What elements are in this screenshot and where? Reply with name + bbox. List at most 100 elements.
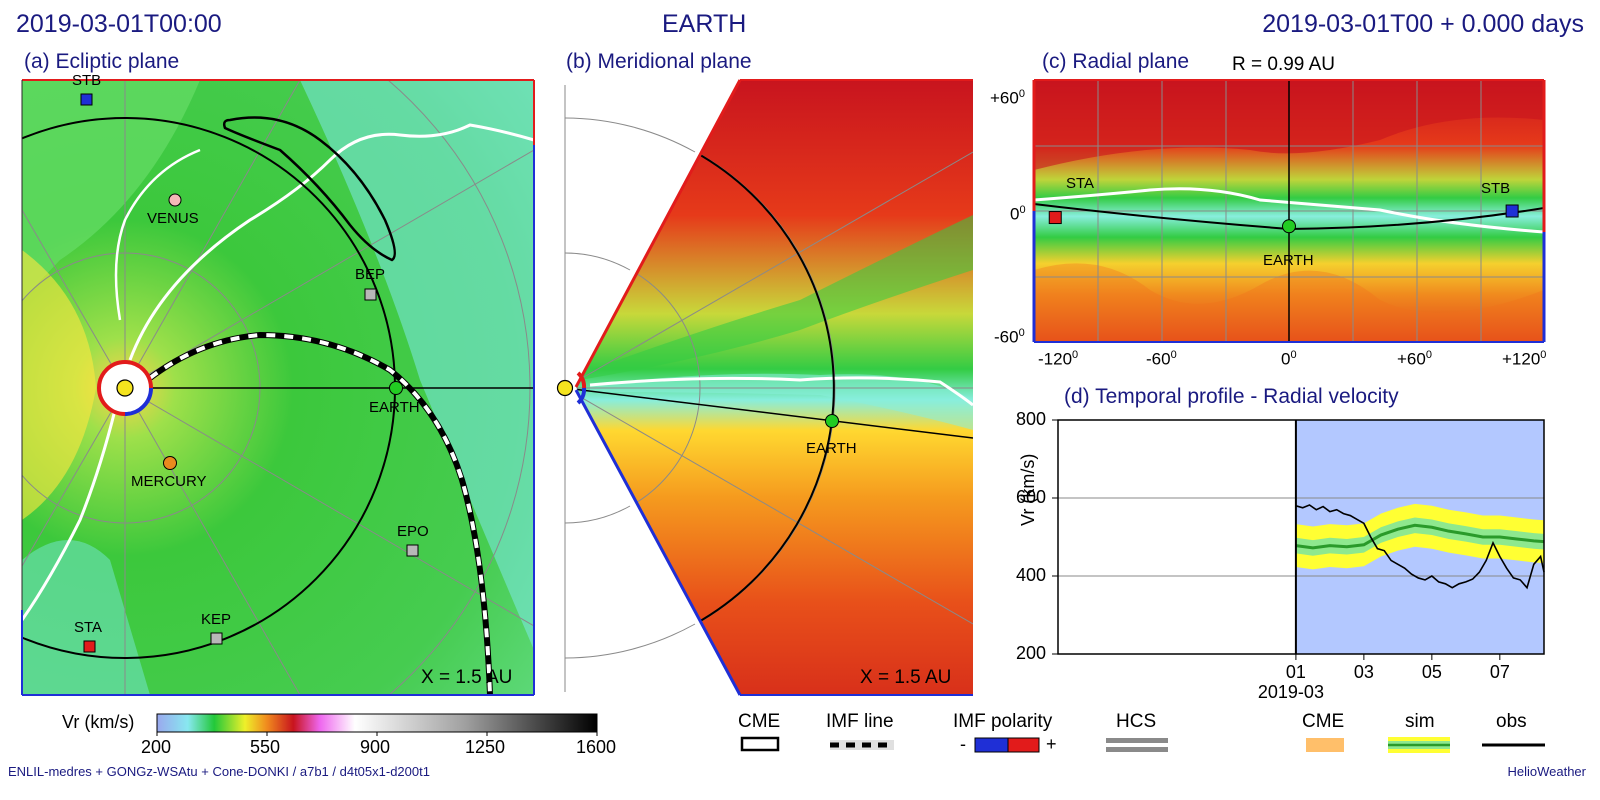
panel-a-kep-marker [210, 632, 223, 645]
panel-a-venus-marker [168, 193, 182, 207]
legend-polarity-minus: - [960, 734, 966, 754]
panel-c-earth-marker [1282, 219, 1296, 234]
chart-xlabel-month: 2019-03 [1257, 682, 1324, 702]
panel-a-epo-label: EPO [397, 523, 429, 540]
panel-a-mercury-label: MERCURY [131, 473, 207, 490]
chart-ytick-label-800: 800 [1016, 409, 1047, 429]
legend-hcs-swatch [1106, 738, 1168, 752]
panel-c-bodies [1048, 204, 1519, 234]
panel-a-mercury-marker [163, 456, 177, 470]
colorbar-tick-200: 200 [141, 737, 172, 757]
colorbar-tick-550: 550 [250, 737, 281, 757]
panel-c-ytick-mid: 00 [1010, 204, 1026, 224]
panel-a-title: (a) Ecliptic plane [24, 50, 180, 73]
chart-xtick-label-03: 03 [1353, 662, 1374, 682]
legend-imf-polarity-label: IMF polarity [953, 711, 1053, 732]
panel-a-earth-marker [389, 381, 403, 395]
panel-a-ecliptic-plot [21, 79, 535, 696]
panel-c-radial-plot [1032, 79, 1546, 343]
legend-cme-band-label: CME [1302, 711, 1345, 732]
legend-imf-line-label: IMF line [826, 711, 894, 732]
colorbar-gradient [156, 713, 598, 733]
panel-a-bep-marker [364, 288, 377, 301]
colorbar-tick-1600: 1600 [576, 737, 617, 757]
panel-a-scale-label: X = 1.5 AU [421, 667, 513, 688]
panel-b-border-lower [574, 389, 742, 696]
chart-series-sim [1295, 523, 1545, 550]
panel-c-sta-label: STA [1066, 175, 1095, 192]
legend-cme-label: CME [738, 711, 781, 732]
colorbar-label: Vr (km/s) [62, 712, 135, 732]
panel-a-imf-line-base [148, 331, 493, 695]
chart-ytick-label-200: 200 [1016, 643, 1047, 663]
panel-b-scale-label: X = 1.5 AU [860, 667, 952, 688]
chart-xtick-label-05: 05 [1421, 662, 1442, 682]
panel-c-xtick-3: 00 [1281, 349, 1297, 369]
panel-a-venus-label: VENUS [147, 210, 199, 227]
legend-cme-band-swatch [1306, 738, 1344, 752]
panel-c-stb-label: STB [1481, 180, 1511, 197]
panel-c-xtick-4: +600 [1397, 349, 1432, 369]
panel-b-earth-orbit [694, 151, 835, 625]
legend-polarity-plus: + [1046, 734, 1057, 754]
legend-obs-label: obs [1496, 711, 1527, 732]
panel-b-border-upper [574, 79, 742, 388]
legend-sim-label: sim [1405, 711, 1435, 732]
chart-xtick-label-01: 01 [1285, 662, 1306, 682]
panel-c-stb-marker [1505, 204, 1519, 218]
panel-c-ytick-bottom: -600 [994, 327, 1025, 347]
colorbar-tick-1250: 1250 [465, 737, 506, 757]
panel-b-earth-label: EARTH [806, 440, 857, 457]
panel-a-sta-label: STA [74, 619, 103, 636]
panel-c-hcs-line [1034, 187, 1544, 234]
panel-c-ytick-top: +600 [990, 88, 1025, 108]
panel-a-yellow-region [22, 250, 96, 520]
panel-b-title: (b) Meridional plane [566, 50, 752, 73]
panel-b-grid [576, 117, 973, 659]
panel-b-hcs-line [589, 376, 973, 407]
panel-a-earth-label: EARTH [369, 399, 420, 416]
panel-a-cyan-region [300, 80, 534, 650]
panel-a-stb-label: STB [72, 72, 102, 89]
footer-brand: HelioWeather [1507, 764, 1586, 779]
chart-title: (d) Temporal profile - Radial velocity [1064, 385, 1399, 408]
panel-a-stb-marker [80, 93, 93, 106]
panel-c-xtick-2: -600 [1146, 349, 1177, 369]
legend-imf-polarity-swatch [974, 737, 1040, 753]
panel-a-cme-contour [222, 116, 397, 262]
chart-series-obs [1295, 504, 1545, 590]
panel-a-bep-label: BEP [355, 266, 386, 283]
chart-ytick-label-600: 600 [1016, 487, 1047, 507]
header-right-time: 2019-03-01T00 + 0.000 days [1262, 10, 1584, 38]
panel-c-radius-label: R = 0.99 AU [1232, 54, 1335, 75]
header-left-time: 2019-03-01T00:00 [16, 10, 222, 38]
panel-c-xtick-5: +1200 [1502, 349, 1547, 369]
legend-hcs-label: HCS [1116, 711, 1157, 732]
panel-a-hcs-line-2 [22, 409, 117, 621]
panel-c-sta-marker [1048, 211, 1062, 225]
header-center-title: EARTH [662, 10, 747, 38]
panel-a-epo-marker [406, 544, 419, 557]
chart-d-plot [1052, 419, 1545, 660]
panel-c-title: (c) Radial plane [1042, 50, 1190, 73]
panel-a-kep-label: KEP [201, 611, 232, 628]
panel-b-sun-icon [556, 379, 574, 397]
panel-a-hcs-line-3 [114, 148, 201, 321]
panel-a-sun-icon [116, 379, 134, 397]
panel-a-fast-region [22, 80, 200, 300]
panel-c-earth-label: EARTH [1263, 252, 1314, 269]
footer-model-info: ENLIL-medres + GONGz-WSAtu + Cone-DONKI … [8, 764, 430, 779]
chart-xtick-label-07: 07 [1489, 662, 1510, 682]
colorbar [156, 713, 598, 736]
chart-ytick-label-400: 400 [1016, 565, 1047, 585]
panel-b-meridional-plot [556, 79, 973, 696]
panel-b-sun-earth-line [576, 387, 973, 439]
panel-a-cyan-region-2 [22, 540, 150, 695]
chart-frame [1057, 419, 1545, 655]
legend-imf-line-swatch [830, 740, 894, 750]
panel-b-earth-marker [825, 414, 839, 428]
legend-sim-swatch [1388, 737, 1450, 753]
colorbar-tick-900: 900 [360, 737, 391, 757]
panel-c-xtick-1: -1200 [1038, 349, 1079, 369]
